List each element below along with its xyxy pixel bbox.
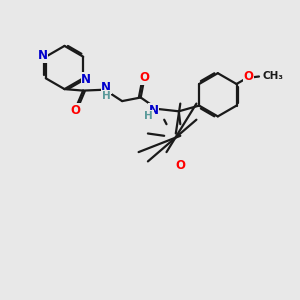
Text: O: O [244,70,254,83]
Text: O: O [139,71,149,85]
Text: O: O [70,103,81,117]
Text: N: N [81,73,91,86]
Text: N: N [38,49,48,62]
Text: N: N [148,104,159,117]
Text: N: N [101,81,111,94]
Text: H: H [102,91,111,101]
Text: H: H [144,111,153,121]
Text: O: O [175,159,185,172]
Text: CH₃: CH₃ [262,71,284,82]
